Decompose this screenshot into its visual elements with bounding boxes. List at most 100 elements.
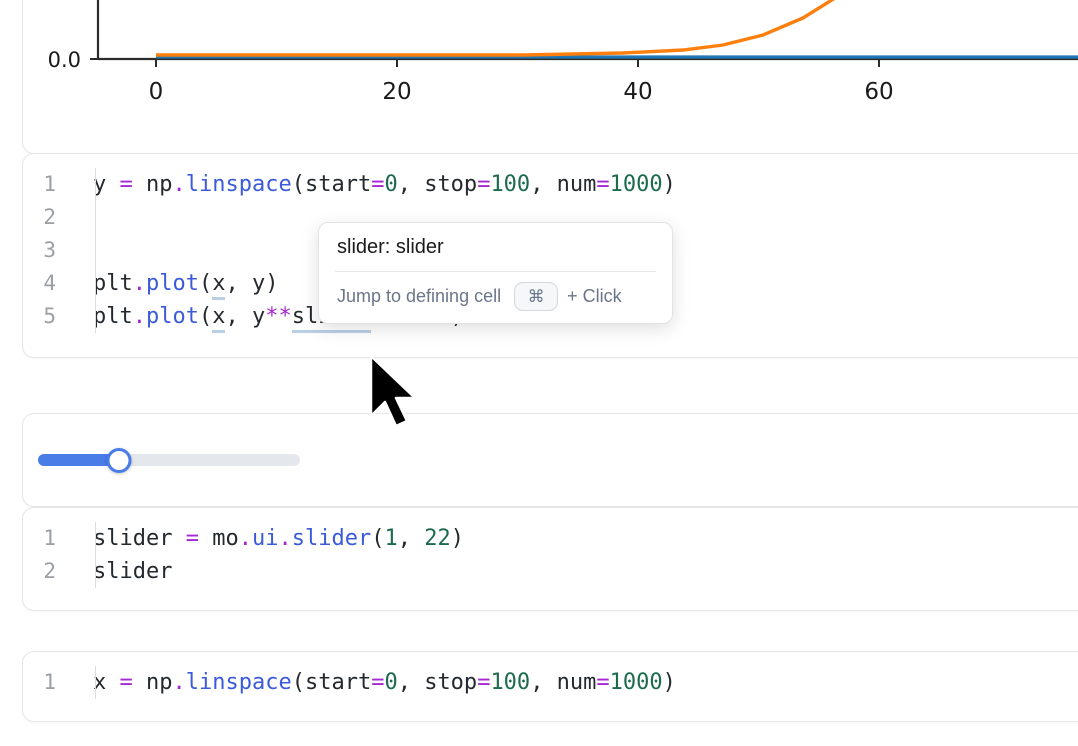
line-number: 1 (43, 670, 56, 694)
code-token: ( (371, 526, 385, 551)
code-token: linspace (185, 670, 292, 695)
x-tick-label-40: 40 (623, 79, 652, 105)
slider-fill (38, 454, 120, 466)
gutter-rule (95, 522, 96, 588)
code-token: plt (93, 304, 133, 329)
tooltip-footer: Jump to defining cell ⌘ + Click (319, 272, 672, 323)
code-token: 0 (384, 670, 398, 695)
line-number: 2 (43, 559, 56, 583)
code-token: slider (93, 526, 173, 551)
code-token: linspace (185, 172, 292, 197)
code-token: np (132, 670, 173, 695)
plot-output-pane: 0.0 0 20 40 60 (23, 0, 1078, 153)
code-token: = (477, 172, 491, 197)
code-token: 22 (424, 526, 451, 551)
code-token: x (93, 670, 107, 695)
tooltip-title: slider: slider (337, 236, 444, 258)
code-token: (start (291, 670, 372, 695)
code-token: . (132, 304, 146, 329)
code-text[interactable]: slider = mo.ui.slider(1, 22) (75, 522, 464, 555)
mouse-cursor-icon (369, 354, 417, 428)
code-token: , num (530, 172, 597, 197)
code-token: np (132, 172, 173, 197)
code-token: . (172, 670, 186, 695)
code-token (106, 172, 119, 197)
symbol-hover-tooltip: slider: slider Jump to defining cell ⌘ +… (318, 222, 673, 324)
x-tick-label-60: 60 (864, 79, 893, 105)
code-token: slider (93, 559, 173, 584)
code-token: 100 (490, 670, 531, 695)
y-tick-label-0: 0.0 (48, 48, 81, 72)
plot-axes: 0.0 0 20 40 60 (48, 0, 1078, 105)
code-token: . (278, 526, 292, 551)
code-token: (start (291, 172, 372, 197)
cell-slider-output (22, 413, 1078, 507)
line-number: 5 (43, 304, 56, 328)
code-token: y (93, 172, 107, 197)
tooltip-divider (335, 271, 656, 272)
code-token: , stop (397, 172, 478, 197)
code-token: slider (291, 526, 372, 551)
code-token (106, 670, 119, 695)
code-lines-slider: 1 slider = mo.ui.slider(1, 22) 2 slider (23, 522, 1078, 588)
code-line: 2 slider (23, 555, 1078, 588)
code-token: mo (198, 526, 239, 551)
variable-reference[interactable]: x (212, 304, 226, 333)
line-number: 3 (43, 238, 56, 262)
code-token: 1000 (609, 670, 663, 695)
line-number: 4 (43, 271, 56, 295)
cell-plot-output: 0.0 0 20 40 60 (22, 0, 1078, 154)
series-line-orange (156, 0, 836, 57)
code-token: plot (146, 304, 199, 329)
code-token: , y (225, 304, 266, 329)
code-text[interactable]: x = np.linspace(start=0, stop=100, num=1… (75, 666, 676, 699)
code-token: plt (93, 271, 133, 296)
code-token (172, 526, 185, 551)
code-token: 100 (490, 172, 531, 197)
code-token: ** (265, 304, 292, 329)
code-line: 3 (23, 234, 1078, 267)
code-editor-slider[interactable]: 1 slider = mo.ui.slider(1, 22) 2 slider (23, 508, 1078, 602)
code-token: = (477, 670, 491, 695)
code-token: = (185, 526, 199, 551)
command-key-icon: ⌘ (514, 282, 559, 311)
code-token: . (172, 172, 186, 197)
line-number: 1 (43, 526, 56, 550)
slider-output-pane (23, 414, 1078, 506)
code-token: = (119, 670, 133, 695)
code-token: 1 (384, 526, 398, 551)
code-token: . (238, 526, 252, 551)
code-text[interactable]: slider (75, 555, 172, 588)
code-token: 0 (384, 172, 398, 197)
variable-reference[interactable]: x (212, 271, 226, 300)
code-token: , num (530, 670, 597, 695)
ui-slider[interactable] (38, 448, 300, 473)
code-token: 1000 (609, 172, 663, 197)
code-token: = (371, 172, 385, 197)
code-token: ) (662, 172, 676, 197)
code-token: . (132, 271, 146, 296)
code-token: ) (662, 670, 676, 695)
code-text[interactable]: plt.plot(x, y) (75, 267, 278, 300)
matplotlib-figure: 0.0 0 20 40 60 (48, 0, 1078, 105)
cell-slider-editor[interactable]: 1 slider = mo.ui.slider(1, 22) 2 slider (22, 507, 1078, 611)
code-line: 4 plt.plot(x, y) (23, 267, 1078, 300)
code-token: = (596, 172, 610, 197)
gutter-rule (95, 168, 96, 333)
code-token: = (371, 670, 385, 695)
tooltip-suffix: + Click (567, 286, 622, 306)
code-token: , y) (225, 271, 279, 296)
code-token: ( (198, 304, 213, 329)
code-token: = (596, 670, 610, 695)
code-text[interactable]: y = np.linspace(start=0, stop=100, num=1… (75, 168, 676, 201)
slider-thumb[interactable] (106, 448, 132, 473)
code-line: 1 slider = mo.ui.slider(1, 22) (23, 522, 1078, 555)
code-line: 2 (23, 201, 1078, 234)
